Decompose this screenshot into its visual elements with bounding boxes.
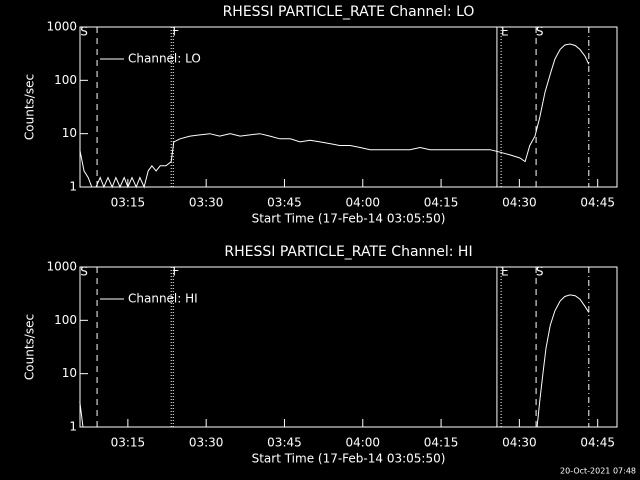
event-label: S bbox=[80, 25, 88, 39]
event-label: F bbox=[172, 25, 179, 39]
y-tick-label: 10 bbox=[62, 126, 77, 140]
event-label: S bbox=[536, 265, 544, 279]
y-axis-label: Counts/sec bbox=[23, 74, 37, 140]
chart-title: RHESSI PARTICLE_RATE Channel: HI bbox=[224, 244, 472, 260]
x-tick-label: 03:30 bbox=[189, 196, 224, 210]
event-label: F bbox=[172, 265, 179, 279]
x-tick-label: 04:00 bbox=[345, 196, 380, 210]
event-label: E bbox=[501, 25, 509, 39]
x-axis-label: Start Time (17-Feb-14 03:05:50) bbox=[252, 452, 446, 466]
chart-title: RHESSI PARTICLE_RATE Channel: LO bbox=[223, 4, 475, 20]
x-tick-label: 04:15 bbox=[424, 196, 459, 210]
x-tick-label: 04:45 bbox=[580, 196, 615, 210]
footer: 20-Oct-2021 07:48 bbox=[560, 467, 636, 476]
y-tick-label: 100 bbox=[54, 313, 77, 327]
legend-label: Channel: LO bbox=[128, 52, 201, 66]
x-axis-label: Start Time (17-Feb-14 03:05:50) bbox=[252, 212, 446, 226]
y-tick-label: 1 bbox=[69, 180, 77, 194]
y-tick-label: 1000 bbox=[46, 20, 77, 34]
x-tick-label: 04:00 bbox=[345, 436, 380, 450]
y-tick-label: 1 bbox=[69, 420, 77, 434]
x-tick-label: 04:30 bbox=[502, 436, 537, 450]
plot-frame bbox=[79, 26, 618, 188]
x-tick-label: 04:45 bbox=[580, 436, 615, 450]
x-tick-label: 03:45 bbox=[267, 436, 302, 450]
x-tick-label: 04:15 bbox=[424, 436, 459, 450]
y-tick-label: 1000 bbox=[46, 260, 77, 274]
x-tick-label: 03:30 bbox=[189, 436, 224, 450]
data-line bbox=[79, 43, 590, 189]
x-tick-label: 04:30 bbox=[502, 196, 537, 210]
event-label: E bbox=[501, 265, 509, 279]
data-line bbox=[79, 294, 590, 428]
plot-frame bbox=[79, 266, 618, 428]
legend-label: Channel: HI bbox=[128, 292, 198, 306]
y-tick-label: 10 bbox=[62, 366, 77, 380]
y-axis-label: Counts/sec bbox=[23, 314, 37, 380]
event-label: S bbox=[80, 265, 88, 279]
x-tick-label: 03:15 bbox=[111, 196, 146, 210]
x-tick-label: 03:15 bbox=[111, 436, 146, 450]
event-label: S bbox=[536, 25, 544, 39]
x-tick-label: 03:45 bbox=[267, 196, 302, 210]
y-tick-label: 100 bbox=[54, 73, 77, 87]
